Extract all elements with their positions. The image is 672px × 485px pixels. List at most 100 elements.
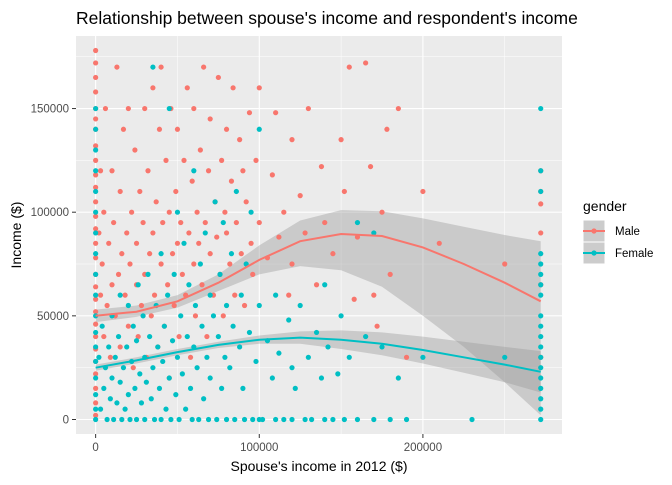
male-point	[120, 126, 127, 132]
male-point	[187, 354, 194, 360]
male-point	[93, 400, 99, 406]
female-point	[387, 416, 393, 423]
male-point	[130, 365, 136, 371]
female-point	[222, 354, 228, 360]
female-point	[169, 338, 176, 344]
female-point	[338, 313, 344, 319]
female-point	[93, 416, 99, 423]
male-point	[106, 240, 112, 246]
female-point	[205, 416, 212, 423]
male-point	[93, 309, 99, 315]
female-point	[135, 282, 141, 288]
male-point	[178, 219, 184, 226]
female-point	[106, 344, 112, 350]
female-point	[538, 261, 544, 267]
male-point	[219, 157, 225, 163]
data-points	[93, 47, 544, 423]
male-point	[191, 261, 197, 267]
male-point	[133, 240, 140, 246]
female-point	[354, 219, 361, 226]
female-point	[204, 354, 210, 360]
male-point	[374, 323, 380, 329]
y-axis-title: Income ($)	[8, 202, 24, 269]
male-point	[93, 255, 99, 261]
female-point	[114, 400, 120, 406]
female-point	[241, 416, 248, 423]
male-point	[99, 261, 105, 267]
x-tick-label: 100000	[240, 442, 278, 454]
male-point	[93, 157, 99, 163]
y-tick-label: 150000	[31, 104, 69, 116]
female-point	[325, 344, 331, 350]
male-point	[145, 168, 151, 174]
female-point	[289, 365, 295, 371]
female-point	[269, 375, 275, 381]
female-point	[196, 416, 202, 423]
female-point	[223, 416, 230, 423]
female-point	[115, 333, 122, 340]
male-point	[93, 412, 99, 418]
male-point	[125, 323, 131, 329]
y-axis: 0 50000 100000 150000	[31, 104, 76, 426]
female-point	[158, 416, 164, 423]
female-point	[142, 416, 148, 423]
male-point	[97, 292, 104, 298]
male-point	[371, 292, 377, 298]
female-point	[93, 406, 99, 412]
female-point	[420, 354, 426, 360]
x-tick-label: 200000	[404, 442, 442, 454]
female-point	[469, 416, 475, 423]
male-confidence-band	[95, 210, 541, 416]
male-point	[538, 230, 544, 236]
y-tick-label: 0	[63, 414, 69, 426]
male-point	[107, 354, 113, 360]
male-point	[222, 209, 228, 215]
female-point	[246, 329, 253, 336]
female-point	[250, 416, 256, 423]
male-point	[502, 261, 508, 267]
y-tick-label: 100000	[31, 207, 69, 219]
female-point	[93, 147, 99, 153]
male-point	[194, 209, 200, 215]
female-point	[178, 313, 184, 319]
female-point	[99, 323, 105, 329]
female-point	[259, 416, 266, 423]
male-point	[403, 354, 410, 360]
female-point	[171, 271, 177, 277]
male-point	[238, 251, 244, 257]
female-point	[538, 406, 544, 412]
legend-point-female	[591, 250, 597, 256]
female-point	[276, 350, 282, 356]
female-point	[538, 251, 544, 257]
female-point	[122, 406, 128, 412]
male-point	[93, 240, 99, 246]
male-point	[93, 47, 99, 54]
female-point	[232, 416, 238, 423]
male-point	[93, 60, 99, 66]
female-point	[125, 392, 131, 398]
female-point	[173, 392, 179, 398]
female-point	[538, 416, 544, 423]
female-point	[538, 354, 544, 360]
x-axis: 0 100000 200000	[92, 434, 442, 454]
female-point	[187, 385, 194, 391]
male-point	[281, 209, 287, 215]
male-point	[174, 240, 181, 246]
male-point	[169, 251, 176, 257]
female-point	[538, 168, 544, 174]
female-point	[109, 375, 115, 381]
male-point	[101, 209, 107, 215]
female-smooth-line	[95, 336, 541, 373]
legend-item-male: Male	[582, 219, 640, 243]
male-point	[189, 178, 195, 184]
male-point	[223, 126, 230, 132]
female-point	[230, 323, 236, 329]
female-point	[305, 354, 311, 360]
female-point	[289, 416, 295, 423]
male-point	[250, 271, 256, 277]
female-point	[215, 333, 221, 340]
chart-title: Relationship between spouse's income and…	[76, 8, 578, 28]
female-point	[125, 302, 131, 309]
